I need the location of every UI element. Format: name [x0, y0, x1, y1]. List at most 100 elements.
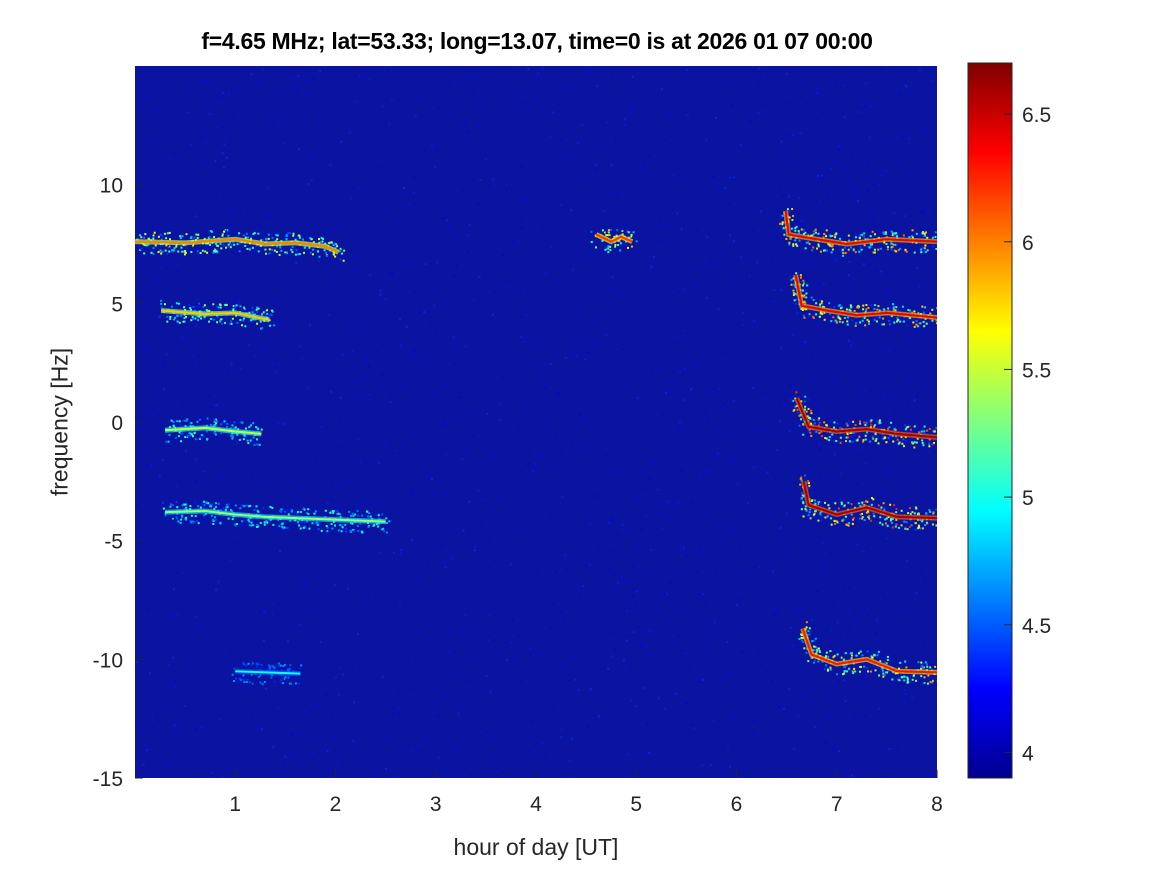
- y-tick-label: 0: [111, 412, 123, 435]
- noise-speckle: [934, 209, 937, 212]
- trace-speckle: [794, 229, 797, 232]
- trace-speckle: [260, 664, 263, 667]
- noise-speckle: [701, 228, 704, 231]
- trace-speckle: [844, 515, 847, 518]
- trace-speckle: [882, 675, 885, 678]
- noise-speckle: [261, 592, 264, 595]
- colorbar-tick-label: 5.5: [1022, 359, 1051, 382]
- noise-speckle: [487, 540, 490, 543]
- trace-speckle: [830, 517, 833, 520]
- noise-speckle: [431, 394, 434, 397]
- trace-speckle: [242, 674, 245, 677]
- trace-speckle: [194, 438, 197, 441]
- trace-speckle: [800, 228, 803, 231]
- trace-speckle: [385, 521, 388, 524]
- trace-speckle: [915, 320, 918, 323]
- noise-speckle: [177, 269, 180, 272]
- trace-speckle: [236, 433, 239, 436]
- trace-speckle: [281, 669, 284, 672]
- noise-speckle: [809, 261, 812, 264]
- noise-speckle: [313, 214, 316, 217]
- noise-speckle: [571, 341, 574, 344]
- trace-speckle: [236, 679, 239, 682]
- trace-speckle: [902, 234, 905, 237]
- noise-speckle: [815, 92, 818, 95]
- noise-speckle: [818, 448, 821, 451]
- noise-speckle: [802, 215, 805, 218]
- noise-speckle: [334, 676, 337, 679]
- trace-speckle: [279, 246, 282, 249]
- trace-speckle: [830, 320, 833, 323]
- noise-speckle: [184, 631, 187, 634]
- trace-speckle: [923, 247, 926, 250]
- noise-speckle: [832, 747, 835, 750]
- trace-speckle: [917, 513, 920, 516]
- noise-speckle: [389, 392, 392, 395]
- trace-speckle: [875, 437, 878, 440]
- trace-speckle: [333, 242, 336, 245]
- noise-speckle: [678, 547, 681, 550]
- trace-speckle: [805, 621, 808, 624]
- trace-speckle: [178, 321, 181, 324]
- trace-speckle: [215, 305, 218, 308]
- noise-speckle: [608, 569, 611, 572]
- noise-speckle: [284, 755, 287, 758]
- noise-speckle: [374, 768, 377, 771]
- noise-speckle: [259, 174, 262, 177]
- trace-speckle: [183, 419, 186, 422]
- trace-speckle: [601, 229, 604, 232]
- trace-speckle: [198, 305, 201, 308]
- trace-speckle: [209, 243, 212, 246]
- trace-speckle: [809, 517, 812, 520]
- trace-speckle: [850, 654, 853, 657]
- trace-speckle: [268, 319, 271, 322]
- noise-speckle: [248, 607, 251, 610]
- noise-speckle: [640, 470, 643, 473]
- noise-speckle: [208, 112, 211, 115]
- noise-speckle: [291, 733, 294, 736]
- noise-speckle: [163, 363, 166, 366]
- trace-speckle: [891, 303, 894, 306]
- trace-speckle: [193, 236, 196, 239]
- trace-speckle: [189, 520, 192, 523]
- trace-speckle: [604, 248, 607, 251]
- noise-speckle: [410, 575, 413, 578]
- noise-speckle: [839, 472, 842, 475]
- trace-speckle: [796, 244, 799, 247]
- noise-speckle: [575, 359, 578, 362]
- noise-speckle: [571, 130, 574, 133]
- trace-speckle: [196, 520, 199, 523]
- trace-speckle: [225, 229, 228, 232]
- trace-speckle: [286, 508, 289, 511]
- trace-speckle: [825, 437, 828, 440]
- trace-speckle: [866, 245, 869, 248]
- noise-speckle: [796, 714, 799, 717]
- noise-speckle: [566, 600, 569, 603]
- noise-speckle: [655, 354, 658, 357]
- trace-speckle: [931, 319, 934, 322]
- noise-speckle: [295, 525, 298, 528]
- noise-speckle: [450, 207, 453, 210]
- noise-speckle: [846, 463, 849, 466]
- noise-speckle: [170, 263, 173, 266]
- noise-speckle: [227, 369, 230, 372]
- trace-speckle: [345, 530, 348, 533]
- trace-speckle: [255, 526, 258, 529]
- trace-speckle: [883, 241, 886, 244]
- noise-speckle: [923, 643, 926, 646]
- trace-speckle: [269, 324, 272, 327]
- noise-speckle: [561, 728, 564, 731]
- trace-speckle: [926, 665, 929, 668]
- trace-speckle: [845, 670, 848, 673]
- noise-speckle: [487, 639, 490, 642]
- trace-speckle: [848, 308, 851, 311]
- trace-speckle: [913, 251, 916, 254]
- trace-speckle: [803, 316, 806, 319]
- noise-speckle: [861, 103, 864, 106]
- trace-speckle: [893, 427, 896, 430]
- noise-speckle: [868, 136, 871, 139]
- noise-speckle: [652, 255, 655, 258]
- noise-speckle: [581, 448, 584, 451]
- noise-speckle: [348, 131, 351, 134]
- trace-speckle: [923, 234, 926, 237]
